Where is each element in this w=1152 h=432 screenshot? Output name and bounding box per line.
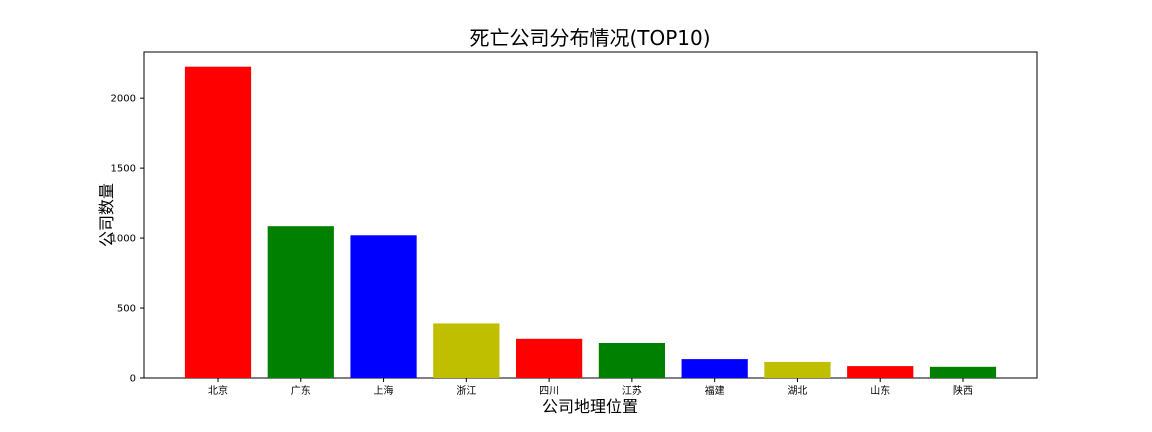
- x-tick-label: 陕西: [953, 384, 973, 397]
- bar-0: [184, 66, 252, 378]
- x-tick-label: 四川: [539, 386, 559, 397]
- bar-3: [433, 323, 500, 378]
- bar-7: [764, 361, 831, 378]
- bar-5: [598, 343, 665, 378]
- x-tick-label: 山东: [870, 384, 890, 397]
- x-tick-label: 湖北: [787, 385, 807, 397]
- x-axis-label: 公司地理位置: [542, 397, 638, 416]
- bar-9: [929, 366, 997, 378]
- x-tick-label: 浙江: [456, 385, 476, 397]
- x-tick-label: 上海: [374, 384, 394, 397]
- y-tick-label: 1500: [111, 164, 136, 175]
- bars-group: [184, 66, 997, 378]
- bar-8: [847, 366, 914, 378]
- bar-6: [681, 359, 748, 378]
- y-tick-label: 500: [117, 304, 136, 315]
- bar-1: [267, 226, 334, 378]
- bar-4: [516, 338, 583, 378]
- y-tick-label: 0: [130, 374, 136, 385]
- x-axis-ticks: 北京 广东 上海 浙江 四川 江苏 福建 湖北 山东 陕西: [208, 378, 973, 397]
- y-axis-label: 公司数量: [97, 183, 116, 247]
- y-tick-label: 2000: [111, 94, 136, 105]
- y-tick-label: 1000: [111, 234, 136, 245]
- x-tick-label: 广东: [291, 384, 311, 397]
- x-tick-label: 北京: [208, 384, 228, 397]
- chart-title: 死亡公司分布情况(TOP10): [469, 26, 710, 50]
- x-tick-label: 江苏: [622, 384, 642, 397]
- x-tick-label: 福建: [705, 384, 725, 397]
- y-axis-ticks: 0 500 1000 1500 2000: [111, 94, 144, 385]
- bar-2: [350, 235, 417, 378]
